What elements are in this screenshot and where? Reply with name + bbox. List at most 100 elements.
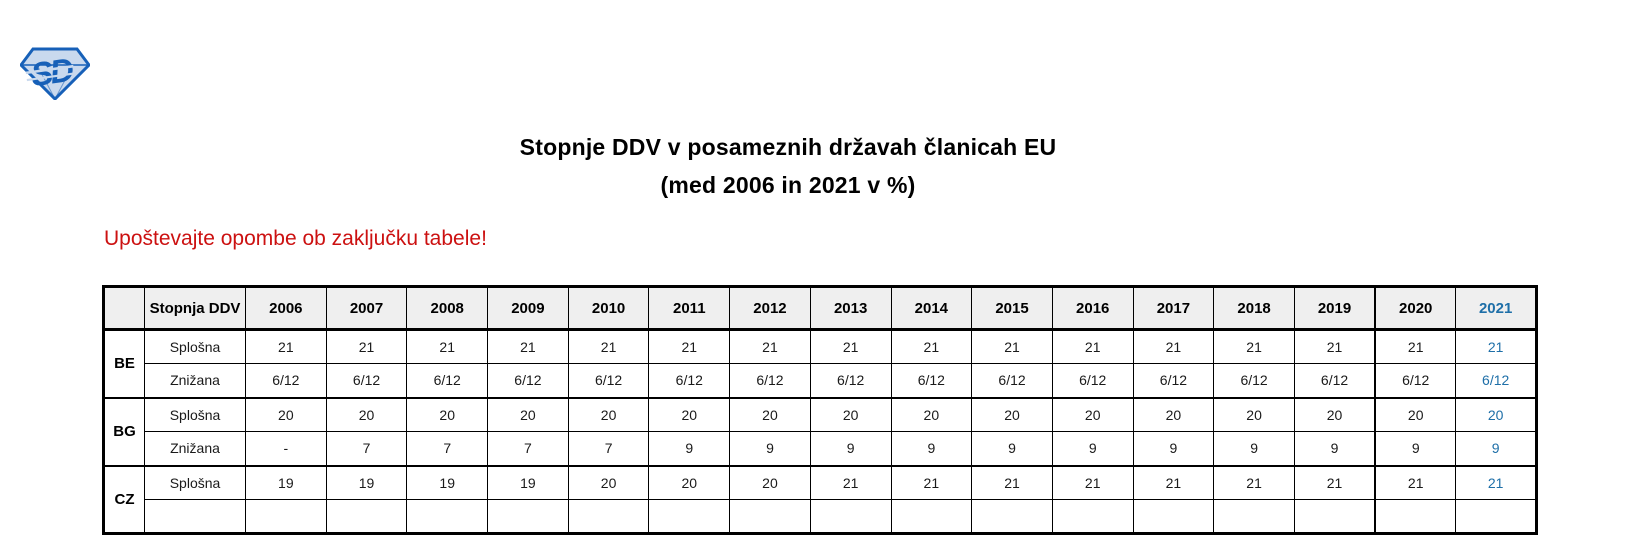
value-cell: 21: [809, 329, 892, 364]
value-cell: 20: [1293, 397, 1376, 432]
value-cell: 21: [1132, 329, 1215, 364]
value-cell: 9: [1455, 431, 1537, 467]
value-cell: 20: [1374, 397, 1457, 432]
table-body: BE Splošna 21 21 21 21 21 21 21 21 21 21 21 21 21 21 21 2…: [103, 329, 1537, 535]
value-cell: 9: [1213, 431, 1295, 467]
value-cell: 6/12: [809, 363, 892, 399]
value-cell: 7: [325, 431, 408, 467]
value-cell: 21: [325, 329, 408, 364]
value-cell: 21: [890, 465, 973, 500]
value-cell: 6/12: [406, 363, 489, 399]
year-header-2007: 2007: [325, 286, 408, 331]
rate-type-label: [144, 499, 246, 534]
value-cell: 21: [648, 329, 731, 364]
year-header-2009: 2009: [487, 286, 569, 331]
value-cell: 20: [729, 465, 811, 500]
value-cell: [487, 499, 569, 534]
value-cell: 6/12: [487, 363, 569, 399]
vat-rates-table: Stopnja DDV 2006 2007 2008 2009 2010 2011 2012 2…: [102, 285, 1538, 535]
value-cell: 20: [487, 397, 569, 432]
value-cell: 20: [1051, 397, 1134, 432]
value-cell: [1293, 499, 1376, 534]
title-line-1: Stopnje DDV v posameznih državah članica…: [519, 134, 1057, 160]
value-cell: [1213, 499, 1295, 534]
document-title: Stopnje DDV v posameznih državah članica…: [0, 128, 1576, 204]
value-cell: 21: [1455, 465, 1537, 500]
value-cell: [971, 499, 1053, 534]
value-cell: 9: [648, 431, 731, 467]
value-cell: 19: [325, 465, 408, 500]
value-cell: 21: [406, 329, 489, 364]
value-cell: [890, 499, 973, 534]
value-cell: [1374, 499, 1457, 534]
value-cell: [1455, 499, 1537, 534]
year-header-2015: 2015: [971, 286, 1053, 331]
year-header-2011: 2011: [648, 286, 731, 331]
value-cell: 21: [971, 329, 1053, 364]
year-header-2018: 2018: [1213, 286, 1295, 331]
value-cell: 19: [245, 465, 327, 500]
value-cell: 6/12: [890, 363, 973, 399]
rate-type-header: Stopnja DDV: [144, 286, 246, 331]
value-cell: 21: [1293, 465, 1376, 500]
value-cell: 20: [890, 397, 973, 432]
value-cell: 21: [1455, 329, 1537, 364]
value-cell: 7: [487, 431, 569, 467]
value-cell: 20: [809, 397, 892, 432]
value-cell: 21: [1213, 465, 1295, 500]
table-row-bg-2: Znižana -7 7 7 7 9 9 9 9 9 9 9 9 9 9 9: [104, 431, 1537, 467]
year-header-2006: 2006: [245, 286, 327, 331]
value-cell: 20: [1132, 397, 1215, 432]
note-text: Upoštevajte opombe ob zaključku tabele!: [104, 227, 487, 250]
value-cell: 21: [567, 329, 650, 364]
value-cell: 6/12: [1455, 363, 1537, 399]
value-cell: 20: [648, 397, 731, 432]
value-cell: 6/12: [245, 363, 327, 399]
year-header-2013: 2013: [809, 286, 892, 331]
value-cell: 6/12: [1132, 363, 1215, 399]
value-cell: 9: [890, 431, 973, 467]
year-header-2017: 2017: [1132, 286, 1215, 331]
rate-type-label: Splošna: [144, 397, 246, 432]
value-cell: 6/12: [325, 363, 408, 399]
value-cell: 20: [406, 397, 489, 432]
value-cell: 21: [809, 465, 892, 500]
year-header-2019: 2019: [1293, 286, 1376, 331]
year-header-2008: 2008: [406, 286, 489, 331]
value-cell: 21: [1374, 465, 1457, 500]
value-cell: 6/12: [567, 363, 650, 399]
value-cell: -: [245, 431, 327, 467]
value-cell: 21: [1374, 329, 1457, 364]
value-cell: 6/12: [971, 363, 1053, 399]
value-cell: 6/12: [648, 363, 731, 399]
value-cell: 20: [245, 397, 327, 432]
value-cell: 6/12: [729, 363, 811, 399]
sd-diamond-logo: SD: [20, 47, 90, 100]
table-row-be-1: BE Splošna 21 21 21 21 21 21 21 21 21 21 21 21 21 21 21 2…: [103, 329, 1537, 399]
table-row-cz-2: [104, 499, 1537, 534]
value-cell: 9: [1293, 431, 1376, 467]
value-cell: [567, 499, 650, 534]
value-cell: 20: [1455, 397, 1537, 432]
document-page: { "logo": { "monogram": "SD", "outline_c…: [0, 47, 1576, 535]
title-line-2: (med 2006 in 2021 v %): [660, 172, 916, 198]
value-cell: [729, 499, 811, 534]
value-cell: 6/12: [1051, 363, 1134, 399]
rate-type-label: Znižana: [144, 431, 246, 467]
value-cell: [809, 499, 892, 534]
value-cell: 9: [729, 431, 811, 467]
value-cell: 21: [729, 329, 811, 364]
value-cell: 20: [567, 465, 650, 500]
value-cell: [1051, 499, 1134, 534]
value-cell: 9: [809, 431, 892, 467]
value-cell: 19: [406, 465, 489, 500]
value-cell: 6/12: [1293, 363, 1376, 399]
value-cell: 6/12: [1213, 363, 1295, 399]
value-cell: 19: [487, 465, 569, 500]
year-header-2016: 2016: [1051, 286, 1134, 331]
value-cell: 21: [890, 329, 973, 364]
value-cell: 7: [567, 431, 650, 467]
year-header-2014: 2014: [890, 286, 973, 331]
value-cell: 20: [648, 465, 731, 500]
value-cell: 21: [1132, 465, 1215, 500]
